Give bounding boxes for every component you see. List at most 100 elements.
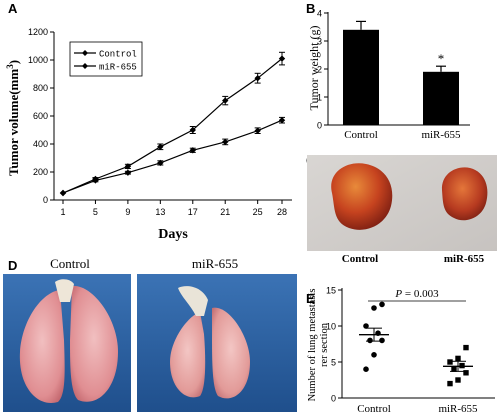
dot-mir655: [455, 355, 461, 362]
data-point-a: [157, 159, 164, 167]
x-tick-label-a: 21: [220, 207, 230, 217]
y-tick-label-b: 2: [317, 65, 322, 75]
data-point-a: [157, 143, 164, 150]
legend-marker: [82, 50, 88, 56]
data-point-a: [92, 177, 99, 184]
x-tick-label-b: miR-655: [421, 129, 461, 141]
p-symbol: P: [394, 288, 402, 300]
data-point-a: [222, 97, 229, 104]
photo-c-label-control: Control: [342, 253, 378, 265]
dot-mir655: [447, 359, 453, 365]
panel-label-a: A: [8, 1, 18, 16]
significance-star: *: [438, 51, 445, 66]
y-tick-label-a: 800: [33, 83, 48, 93]
x-tick-label-a: 5: [93, 207, 98, 217]
x-tick-label-a: 1: [60, 207, 65, 217]
x-tick-label-a: 25: [253, 207, 263, 217]
lung-control-right-image: [70, 285, 118, 402]
chart-b: Tumor weight (g) 0 1 2 3 4 Control miR-655 *: [307, 9, 470, 141]
data-point-a: [278, 55, 286, 62]
y-tick-label-a: 0: [43, 195, 48, 205]
y-tick-label-a: 1200: [28, 27, 48, 37]
legend-label: miR-655: [99, 63, 137, 73]
p-value-text: = 0.003: [402, 288, 439, 300]
dot-control: [363, 366, 369, 373]
y-axis-label-b: Tumor weight (g): [307, 26, 321, 111]
data-point-a: [189, 147, 196, 154]
y-axis-label-a-sup: 3: [5, 64, 15, 69]
x-tick-label-a: 9: [125, 207, 130, 217]
dot-mir655: [463, 344, 469, 351]
tumor-control-image: [331, 163, 393, 230]
y-axis-label-e-line2: rer section: [319, 322, 330, 367]
data-point-a: [222, 138, 229, 146]
data-point-a: [254, 127, 261, 134]
y-tick-label-e: 15: [326, 286, 336, 296]
x-tick-label-a: 28: [277, 207, 287, 217]
data-point-a: [278, 117, 286, 124]
bar-mir655: [423, 71, 459, 125]
legend-marker: [82, 63, 88, 69]
legend-label: Control: [99, 50, 137, 60]
panel-label-b: B: [306, 1, 315, 16]
lung-mir655-left-image: [170, 312, 206, 398]
x-tick-label-b: Control: [344, 129, 378, 141]
y-tick-label-b: 4: [317, 9, 322, 19]
dot-mir655: [455, 377, 461, 383]
data-point-a: [124, 169, 132, 176]
x-tick-label-a: 17: [188, 207, 198, 217]
chart-e: Number of lung metastasis rer section 0 5…: [307, 286, 495, 415]
series-line-mir655: [62, 119, 283, 194]
y-tick-label-e: 5: [331, 358, 336, 368]
photo-d-label-mir655: miR-655: [192, 256, 238, 271]
data-point-a: [59, 189, 67, 197]
dot-mir655: [459, 362, 465, 369]
x-tick-label-a: 13: [155, 207, 165, 217]
photo-d-label-control: Control: [50, 256, 90, 271]
y-axis-label-a-main: Tumor volume(mm: [6, 69, 21, 176]
y-tick-label-a: 600: [33, 111, 48, 121]
y-axis-label-a: Tumor volume(mm3): [5, 60, 21, 176]
legend-a: [69, 41, 143, 77]
panel-label-e: E: [306, 291, 315, 306]
data-point-a: [189, 126, 196, 134]
y-tick-label-a: 1000: [28, 55, 48, 65]
x-tick-label-e: miR-655: [438, 403, 478, 415]
photo-d: Control miR-655: [3, 256, 297, 412]
lung-control-left-image: [19, 290, 65, 403]
data-point-a: [254, 75, 261, 82]
bar-control: [343, 29, 379, 125]
photo-c-label-mir655: miR-655: [444, 253, 485, 265]
dot-mir655: [447, 380, 453, 387]
chart-a: Tumor volume(mm3) Days 0 200 400 600 800 1000…: [5, 27, 292, 242]
photo-c: Control miR-655: [307, 155, 497, 265]
significance-annotation: P = 0.003: [394, 288, 439, 300]
dot-control: [379, 337, 385, 344]
dot-control: [371, 305, 377, 311]
data-point-a: [124, 163, 132, 170]
panel-label-d: D: [8, 258, 17, 273]
y-tick-label-e: 0: [331, 394, 336, 404]
y-tick-label-a: 200: [33, 167, 48, 177]
dot-control: [367, 337, 373, 344]
x-tick-label-e: Control: [357, 403, 391, 415]
y-tick-label-e: 10: [326, 322, 336, 332]
x-axis-label-a: Days: [158, 227, 188, 242]
series-line-control: [62, 58, 283, 194]
lung-mir655-right-image: [212, 307, 250, 399]
y-tick-label-a: 400: [33, 139, 48, 149]
trachea-mir655-image: [178, 286, 208, 316]
tumor-mir655-image: [441, 167, 488, 221]
dot-control: [371, 352, 377, 358]
dot-mir655: [463, 370, 469, 376]
trachea-control-image: [55, 279, 74, 302]
y-axis-label-a-end: ): [6, 60, 21, 64]
dot-control: [363, 323, 369, 329]
dot-control: [379, 301, 385, 308]
dot-mir655: [451, 366, 457, 372]
y-tick-label-b: 0: [317, 121, 322, 131]
y-tick-label-b: 1: [317, 93, 322, 103]
y-tick-label-b: 3: [317, 37, 322, 47]
y-axis-label-e-line1: Number of lung metastasis: [307, 289, 318, 402]
